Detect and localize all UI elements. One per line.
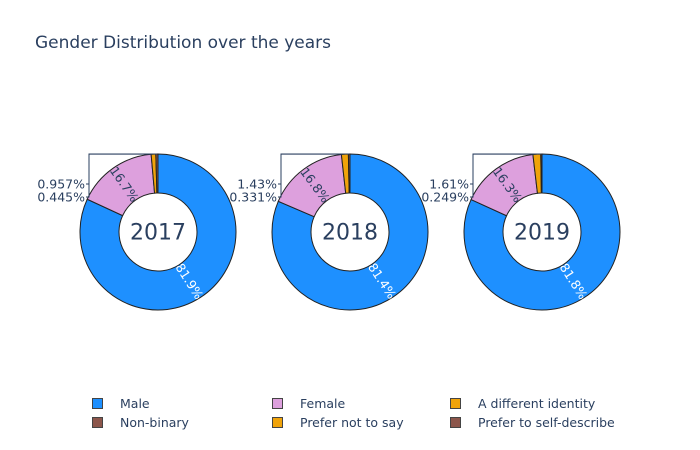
leader-line xyxy=(86,153,157,198)
slice-non-binary xyxy=(540,153,543,194)
legend-item-prefer-to-self-describe[interactable]: Prefer to self-describe xyxy=(450,415,615,430)
leader-line xyxy=(470,153,542,198)
legend-label: Male xyxy=(120,396,150,411)
slice-label-prefer-not-to-say: 0.957% xyxy=(37,177,85,192)
slice-male xyxy=(271,153,429,311)
legend-swatch xyxy=(92,398,103,409)
donut-center-label: 2017 xyxy=(130,221,186,246)
leader-line xyxy=(278,153,350,198)
legend-label: Female xyxy=(300,396,346,411)
legend-item-a-different-identity[interactable]: A different identity xyxy=(450,396,595,411)
legend-label: Prefer not to say xyxy=(300,415,404,430)
legend-swatch xyxy=(450,398,461,409)
donut-2018: 81.4%16.8%1.43%0.331%2018 xyxy=(229,153,429,311)
slice-male xyxy=(463,153,621,311)
donut-center-label: 2019 xyxy=(514,221,570,246)
slice-label-non-binary: 0.331% xyxy=(229,190,277,205)
slice-label-prefer-not-to-say: 1.43% xyxy=(237,177,277,192)
legend-swatch xyxy=(272,417,283,428)
legend-item-prefer-not-to-say[interactable]: Prefer not to say xyxy=(272,415,404,430)
slice-non-binary xyxy=(347,153,351,194)
donut-2017: 81.9%16.7%0.957%0.445%2017 xyxy=(37,153,237,311)
chart-title: Gender Distribution over the years xyxy=(35,33,332,53)
legend-item-male[interactable]: Male xyxy=(92,396,150,411)
legend-label: A different identity xyxy=(478,396,596,411)
legend-item-female[interactable]: Female xyxy=(272,396,345,411)
legend-swatch xyxy=(92,417,103,428)
donut-center-label: 2018 xyxy=(322,221,378,246)
legend-label: Non-binary xyxy=(120,415,189,430)
legend-label: Prefer to self-describe xyxy=(478,415,615,430)
slice-label-prefer-not-to-say: 1.61% xyxy=(429,177,469,192)
slice-label-non-binary: 0.445% xyxy=(37,190,85,205)
donut-2019: 81.8%16.3%1.61%0.249%2019 xyxy=(421,153,621,311)
slice-male xyxy=(79,153,237,311)
legend-swatch xyxy=(450,417,461,428)
legend-swatch xyxy=(272,398,283,409)
legend-item-non-binary[interactable]: Non-binary xyxy=(92,415,189,430)
slice-label-non-binary: 0.249% xyxy=(421,190,469,205)
